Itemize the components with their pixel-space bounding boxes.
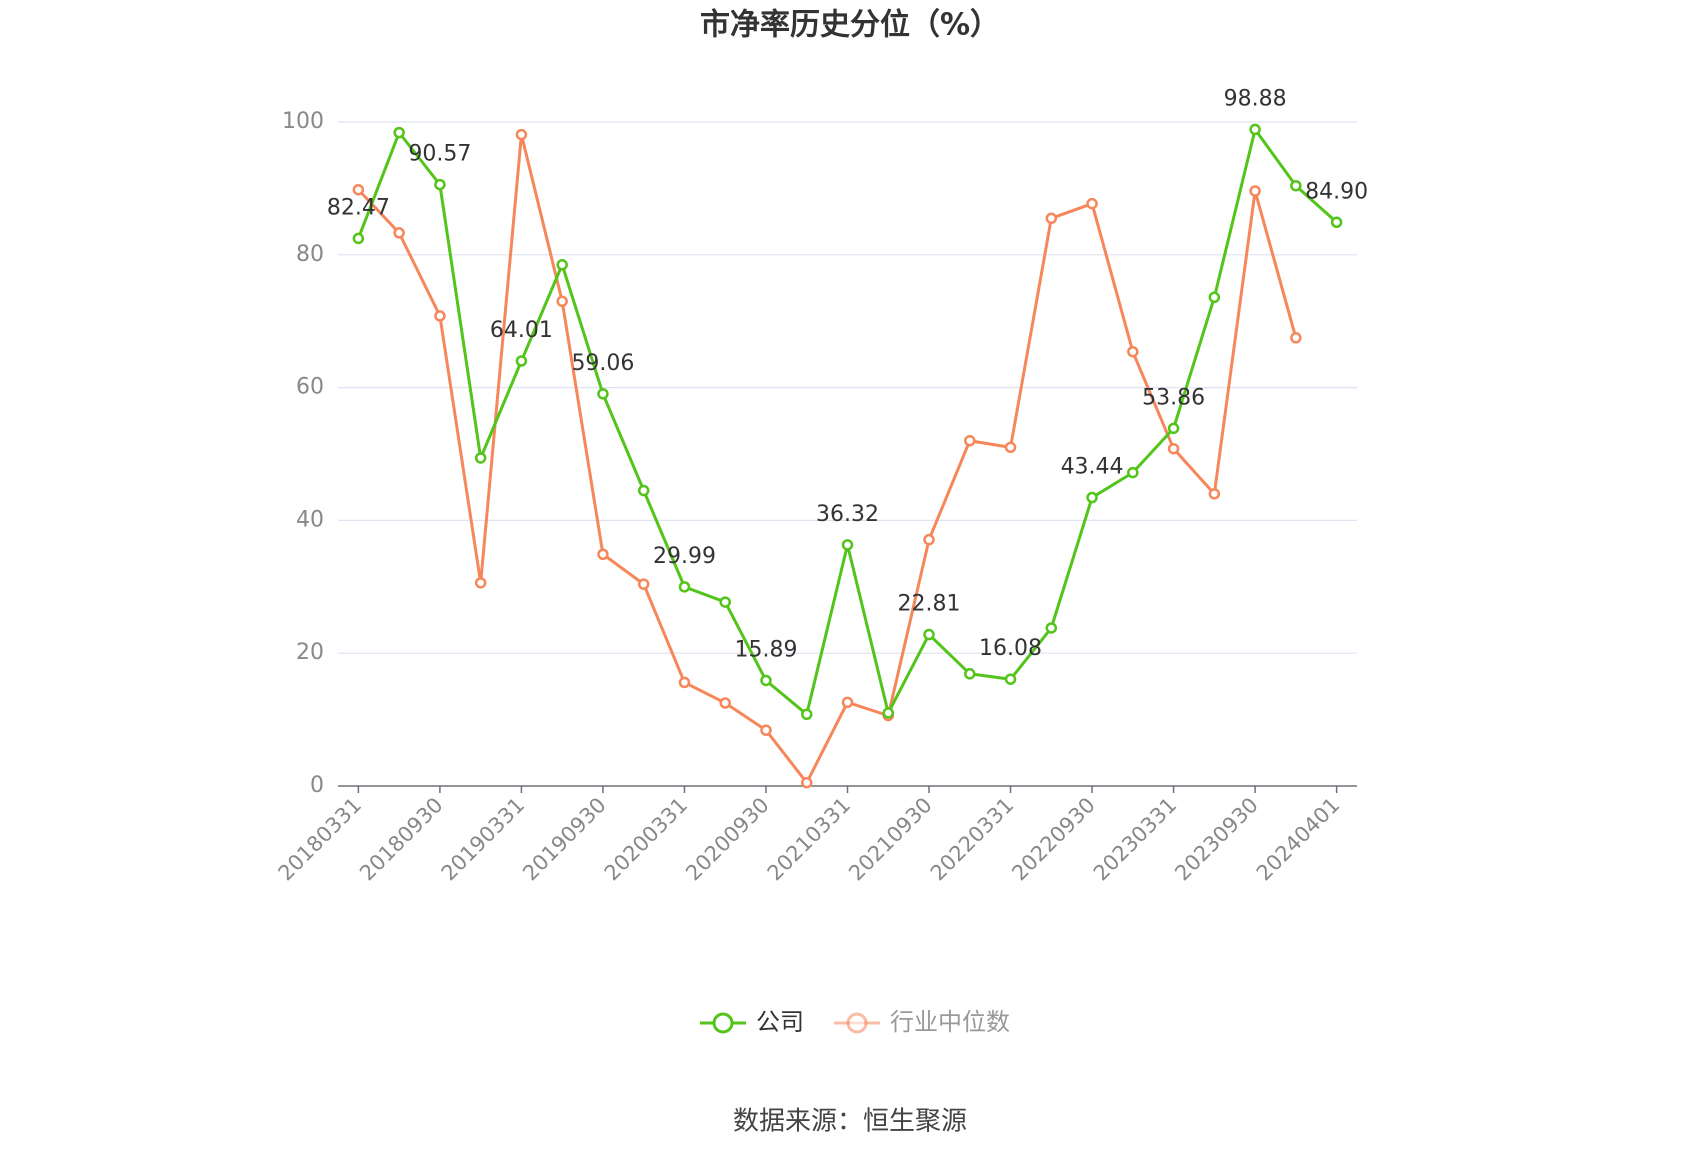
data-point [393, 126, 405, 139]
x-tick-label: 20210331 [763, 793, 856, 886]
x-tick-label: 20210930 [844, 793, 937, 886]
data-label: 84.90 [1305, 179, 1368, 204]
data-point [1290, 179, 1302, 192]
data-point [1330, 216, 1343, 229]
data-point [760, 724, 772, 736]
data-label: 59.06 [571, 351, 634, 376]
x-tick-label: 20220331 [926, 793, 1019, 886]
data-point [1045, 212, 1058, 225]
x-tick-label: 20200331 [600, 793, 693, 886]
data-point [841, 539, 854, 551]
data-point [841, 696, 854, 709]
x-tick-label: 20200930 [681, 793, 774, 886]
data-point [1127, 345, 1139, 358]
data-point [637, 484, 650, 497]
legend-marker [846, 1012, 868, 1034]
data-point [1045, 622, 1058, 634]
data-label: 53.86 [1142, 385, 1205, 410]
x-tick-label: 20180930 [355, 793, 448, 886]
data-point [800, 776, 813, 789]
data-label: 90.57 [408, 142, 471, 167]
y-tick-label: 60 [296, 375, 324, 400]
data-label: 16.08 [979, 636, 1042, 661]
data-point [1208, 488, 1221, 500]
data-label: 15.89 [734, 637, 797, 662]
data-point [719, 596, 731, 608]
y-tick-label: 20 [296, 640, 324, 665]
data-label: 22.81 [898, 592, 961, 617]
y-tick-label: 80 [296, 242, 324, 267]
data-point [515, 355, 528, 367]
series-line [356, 127, 1338, 716]
data-point [760, 674, 772, 687]
y-tick-label: 100 [282, 109, 324, 134]
data-point [1004, 441, 1017, 454]
data-point [474, 452, 487, 464]
data-point [1167, 442, 1180, 455]
data-point [964, 668, 976, 680]
data-label: 64.01 [490, 318, 553, 343]
legend-marker [712, 1012, 734, 1034]
data-label: 98.88 [1224, 86, 1287, 111]
data-point [1249, 123, 1261, 136]
data-point [597, 388, 609, 400]
data-point [352, 183, 365, 196]
data-point [964, 434, 976, 447]
data-point [515, 128, 528, 141]
data-point [1290, 332, 1302, 344]
legend-label[interactable]: 行业中位数 [890, 1008, 1010, 1036]
data-point [434, 178, 446, 191]
data-point [800, 708, 813, 721]
data-label: 36.32 [816, 502, 879, 527]
y-tick-label: 0 [310, 773, 324, 798]
data-point [434, 310, 446, 322]
data-point [1086, 197, 1098, 210]
y-tick-label: 40 [296, 507, 324, 532]
data-point [678, 676, 691, 689]
data-label: 29.99 [653, 544, 716, 569]
data-point [678, 581, 691, 593]
data-point [1208, 291, 1221, 304]
data-label: 43.44 [1061, 455, 1124, 480]
data-point [556, 259, 568, 271]
x-tick-label: 20180331 [274, 793, 367, 886]
data-point [1127, 466, 1139, 479]
data-point [597, 548, 609, 561]
data-point [1086, 491, 1098, 504]
data-point [637, 578, 650, 590]
x-tick-label: 20190331 [437, 793, 530, 886]
source-note: 数据来源：恒生聚源 [733, 1107, 967, 1137]
data-point [556, 295, 568, 308]
data-point [352, 232, 365, 245]
legend-label[interactable]: 公司 [756, 1008, 804, 1036]
data-point [923, 533, 935, 546]
x-tick-label: 20240401 [1252, 793, 1345, 886]
data-point [1249, 185, 1261, 197]
data-point [393, 227, 405, 239]
data-point [1004, 673, 1017, 685]
x-tick-label: 20230331 [1089, 793, 1182, 886]
data-point [923, 628, 935, 641]
data-point [1167, 422, 1180, 435]
data-point [882, 707, 895, 719]
data-point [474, 577, 487, 589]
x-tick-label: 20230930 [1170, 793, 1263, 886]
data-point [719, 697, 731, 709]
x-tick-label: 20220930 [1007, 793, 1100, 886]
chart-title: 市净率历史分位（%） [700, 8, 1000, 43]
data-label: 82.47 [327, 195, 390, 220]
series-line [357, 133, 1298, 785]
x-tick-label: 20190930 [518, 793, 611, 886]
